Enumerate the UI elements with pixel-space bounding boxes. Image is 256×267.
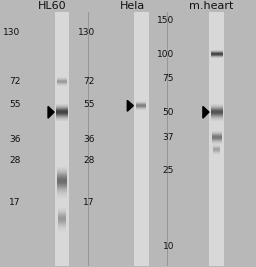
Polygon shape [48, 107, 54, 118]
Text: 72: 72 [83, 77, 95, 86]
Text: 36: 36 [9, 135, 20, 144]
Text: 10: 10 [163, 242, 174, 252]
Text: 130: 130 [78, 28, 95, 37]
Text: 17: 17 [9, 198, 20, 207]
Text: 17: 17 [83, 198, 95, 207]
Text: 50: 50 [163, 108, 174, 117]
FancyBboxPatch shape [209, 12, 224, 266]
Text: 100: 100 [157, 49, 174, 58]
Polygon shape [203, 107, 209, 118]
Text: 55: 55 [83, 100, 95, 109]
Text: 150: 150 [157, 15, 174, 25]
Text: Hela: Hela [120, 1, 145, 11]
Text: 28: 28 [83, 156, 95, 165]
Text: 36: 36 [83, 135, 95, 144]
Text: m.heart: m.heart [188, 1, 233, 11]
Text: 130: 130 [3, 28, 20, 37]
Text: 37: 37 [163, 133, 174, 142]
Text: 75: 75 [163, 74, 174, 83]
Text: 55: 55 [9, 100, 20, 109]
Text: 72: 72 [9, 77, 20, 86]
Text: HL60: HL60 [38, 1, 67, 11]
Text: 28: 28 [9, 156, 20, 165]
FancyBboxPatch shape [55, 12, 69, 266]
Polygon shape [127, 100, 133, 111]
FancyBboxPatch shape [134, 12, 148, 266]
Text: 25: 25 [163, 166, 174, 175]
